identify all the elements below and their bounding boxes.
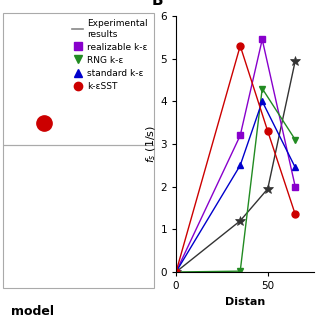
Text: B: B [151,0,163,8]
Y-axis label: $f_s$ (1/s): $f_s$ (1/s) [144,125,157,163]
Legend: Experimental
results, realizable k-ε, RNG k-ε, standard k-ε, k-εSST: Experimental results, realizable k-ε, RN… [70,17,149,92]
Text: model: model [11,305,54,317]
X-axis label: Distan: Distan [225,297,265,307]
